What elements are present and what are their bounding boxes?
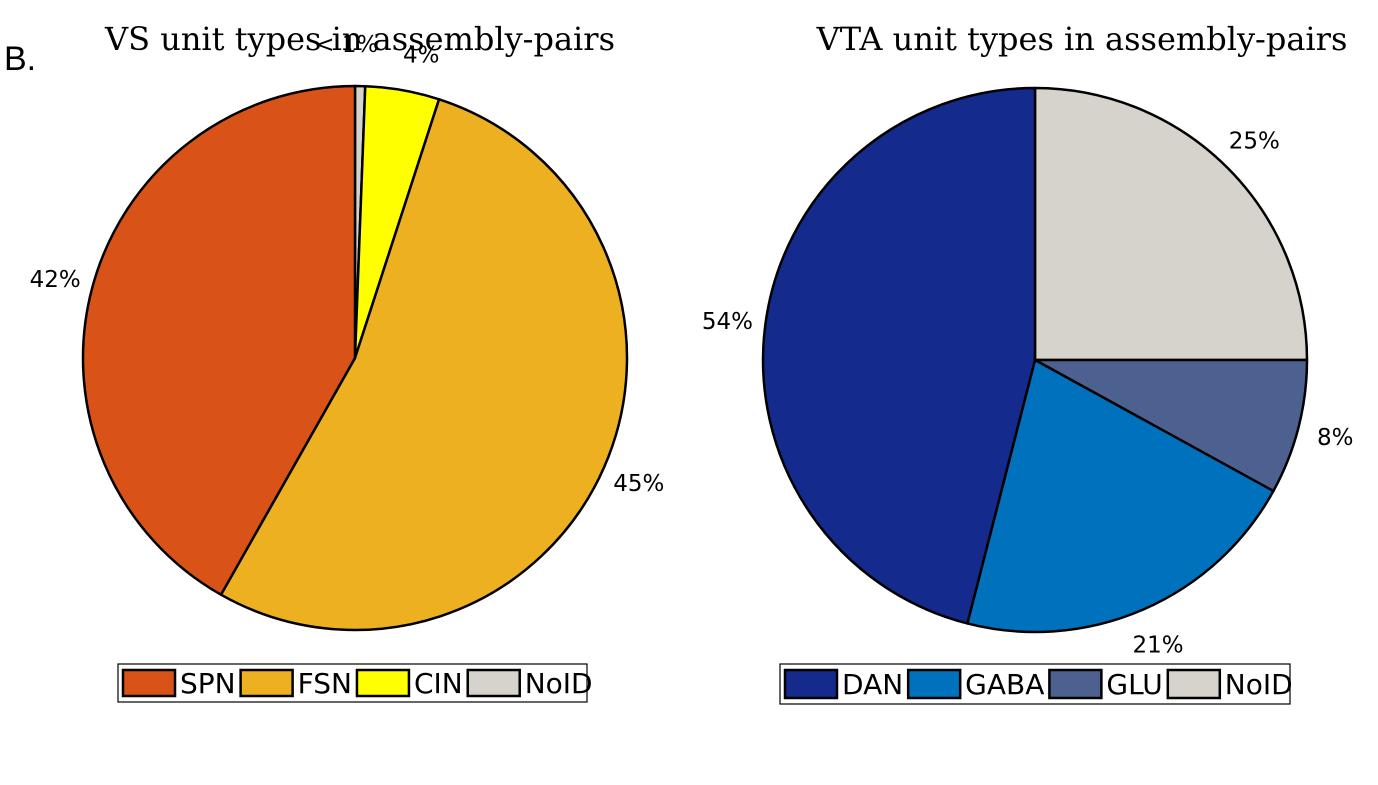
vs-legend-label-noid: NoID	[525, 667, 593, 700]
vs-slice-fsn	[219, 98, 629, 632]
vs-legend-swatch-spn	[121, 668, 177, 698]
vta-legend-label-gaba: GABA	[965, 668, 1044, 701]
vta-slice-label-noid: 25%	[1229, 129, 1280, 155]
vta-slice-glu	[1033, 358, 1309, 493]
vs-legend-swatch-noid	[466, 668, 521, 698]
vs-legend: SPN FSN CIN NoID	[117, 663, 593, 703]
vta-legend-swatch-dan	[783, 668, 839, 700]
vs-slice-label-spn: 42%	[30, 267, 81, 293]
vta-legend-swatch-glu	[1048, 668, 1103, 700]
vs-slice-label-fsn: 45%	[613, 471, 664, 497]
vta-legend-label-dan: DAN	[842, 668, 903, 701]
vta-pie-chart: VTA unit types in assembly-pairs 25% 8% 21…	[702, 20, 1354, 705]
vs-legend-swatch-cin	[355, 668, 411, 698]
vta-legend-swatch-gaba	[906, 668, 962, 700]
vs-pie-chart: VS unit types in assembly-pairs < 1% 4% 45…	[30, 20, 665, 703]
vta-chart-title: VTA unit types in assembly-pairs	[816, 20, 1348, 58]
vta-legend-swatch-noid	[1166, 668, 1222, 700]
vta-slice-gaba	[966, 358, 1275, 634]
vs-slice-label-cin: 4%	[403, 43, 440, 69]
vta-legend-label-glu: GLU	[1106, 668, 1162, 701]
vta-slice-label-glu: 8%	[1317, 425, 1354, 451]
vta-pie-slices	[761, 86, 1309, 634]
vta-pie-labels: 25% 8% 21% 54%	[702, 129, 1354, 659]
vs-legend-swatch-fsn	[239, 668, 294, 698]
vta-slice-dan	[761, 86, 1037, 625]
vta-legend-label-noid: NoID	[1225, 668, 1293, 701]
vs-slice-spn	[81, 84, 357, 596]
vta-slice-label-dan: 54%	[702, 309, 753, 335]
vs-legend-label-spn: SPN	[180, 667, 236, 700]
vs-legend-label-fsn: FSN	[298, 667, 352, 700]
vs-pie-labels: < 1% 4% 45% 42%	[30, 32, 665, 497]
panel-letter: B.	[4, 40, 36, 78]
vta-slice-label-gaba: 21%	[1133, 633, 1184, 659]
vta-legend: DAN GABA GLU NoID	[779, 663, 1293, 705]
vs-chart-title: VS unit types in assembly-pairs	[104, 20, 615, 58]
vs-slice-label-noid: < 1%	[315, 32, 378, 58]
vs-pie-slices	[81, 84, 629, 632]
vs-legend-label-cin: CIN	[414, 667, 463, 700]
vta-slice-noid	[1033, 86, 1309, 362]
